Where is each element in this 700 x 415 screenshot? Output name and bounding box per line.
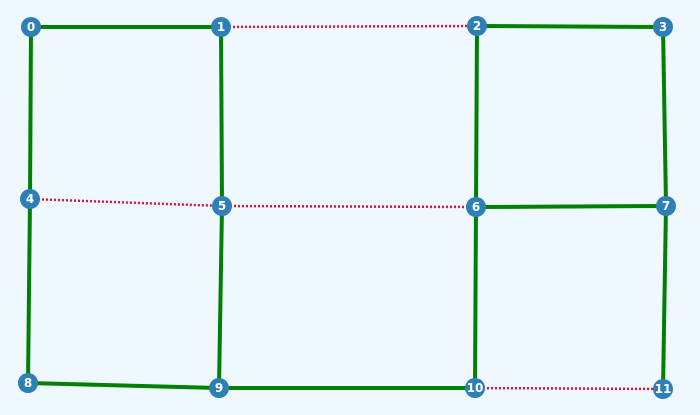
edge-5-9-solid [217,205,224,389]
node-label-9: 9 [215,381,223,395]
node-circle-3 [653,17,673,37]
node-label-0: 0 [27,20,35,34]
node-circle-1 [211,17,231,37]
edge-0-4-solid [28,26,33,200]
node-circle-2 [467,16,487,36]
node-circle-9 [209,378,229,398]
node-circle-6 [466,197,486,217]
edge-3-7-solid [661,26,668,207]
node-circle-4 [20,189,40,209]
edges-layer [26,24,668,391]
node-circle-10 [465,378,485,398]
node-10: 10 [465,378,485,398]
node-4: 4 [20,189,40,209]
edge-6-7-solid [475,204,667,209]
node-label-11: 11 [655,382,672,396]
node-8: 8 [18,373,38,393]
edge-7-11-solid [661,205,668,390]
edge-8-9-solid [27,381,220,390]
node-5: 5 [212,196,232,216]
node-circle-7 [656,196,676,216]
node-circle-5 [212,196,232,216]
edge-1-2-dotted [220,24,478,29]
edge-4-5-dotted [29,197,223,208]
node-7: 7 [656,196,676,216]
node-label-8: 8 [24,376,32,390]
node-circle-0 [21,17,41,37]
edge-10-11-dotted [474,386,664,391]
node-label-6: 6 [472,200,480,214]
edge-2-3-solid [476,24,664,29]
edge-6-10-solid [473,206,478,389]
node-0: 0 [21,17,41,37]
node-label-10: 10 [467,381,484,395]
node-label-2: 2 [473,19,481,33]
node-label-7: 7 [662,199,670,213]
node-11: 11 [653,379,673,399]
node-1: 1 [211,17,231,37]
node-label-3: 3 [659,20,667,34]
edge-5-6-dotted [221,204,477,209]
nodes-layer: 0 1 2 3 4 5 6 7 8 9 10 11 [18,16,676,399]
node-label-4: 4 [26,192,34,206]
node-6: 6 [466,197,486,217]
node-label-5: 5 [218,199,226,213]
node-3: 3 [653,17,673,37]
node-label-1: 1 [217,20,225,34]
edge-2-6-solid [474,25,479,208]
node-9: 9 [209,378,229,398]
node-2: 2 [467,16,487,36]
node-circle-11 [653,379,673,399]
edge-4-8-solid [26,198,32,384]
edge-1-5-solid [219,26,224,207]
node-circle-8 [18,373,38,393]
